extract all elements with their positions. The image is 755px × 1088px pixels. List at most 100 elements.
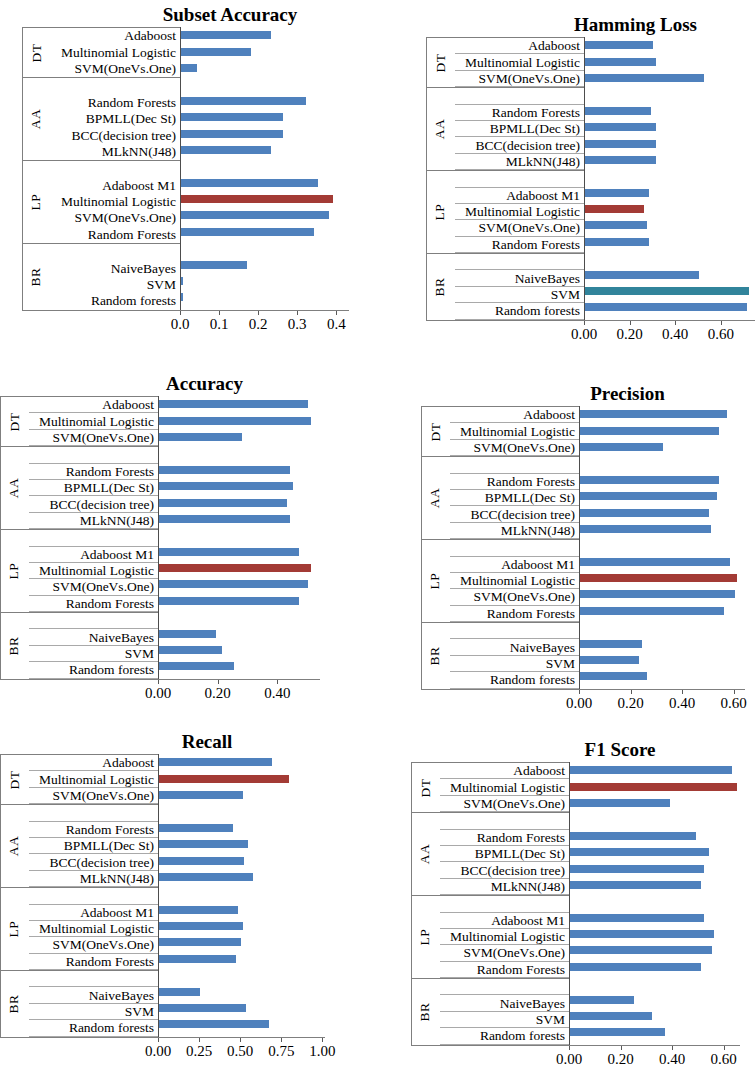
x-axis-tick bbox=[682, 690, 683, 694]
category-label: Adaboost bbox=[102, 397, 154, 413]
bar-adaboost bbox=[159, 400, 308, 408]
bar-row bbox=[580, 619, 745, 635]
label-group-br: BRNaiveBayesSVMRandom forests bbox=[427, 253, 584, 320]
category-label-row: Adaboost bbox=[1, 755, 158, 771]
bar-row bbox=[570, 910, 740, 926]
category-label-row: SVM bbox=[1, 1004, 158, 1020]
category-label-row: SVM(OneVs.One) bbox=[422, 440, 579, 456]
bar-adaboost bbox=[580, 410, 727, 418]
bar-row bbox=[580, 652, 745, 668]
category-label-row: Random forests bbox=[1, 1020, 158, 1036]
spacer-row bbox=[23, 78, 180, 94]
bar-multinomial-logistic bbox=[159, 564, 311, 572]
category-label-row: Random forests bbox=[1, 662, 158, 678]
x-axis-tick bbox=[258, 311, 259, 315]
category-label-row: Adaboost M1 bbox=[427, 188, 584, 204]
x-tick-label: 0.25 bbox=[186, 1043, 212, 1060]
bar-row bbox=[181, 27, 349, 43]
row-separator-line bbox=[29, 678, 158, 679]
bar-row bbox=[159, 754, 325, 770]
bar-adaboost bbox=[585, 41, 653, 49]
category-label-row: MLkNN(J48) bbox=[23, 144, 180, 160]
category-label-row: Random Forests bbox=[427, 237, 584, 253]
x-tick-label: 0.20 bbox=[616, 326, 642, 343]
bar-naivebayes bbox=[159, 988, 200, 996]
category-label-row: Random Forests bbox=[1, 596, 158, 612]
bar-row bbox=[585, 37, 755, 53]
bar-row bbox=[159, 918, 325, 934]
category-label: Multinomial Logistic bbox=[460, 573, 575, 589]
chart-x-axis: 0.000.250.500.751.00 bbox=[0, 1038, 378, 1066]
category-label: NaiveBayes bbox=[510, 640, 575, 656]
bar-bpmll-dec-st bbox=[181, 113, 283, 121]
category-label: BCC(decision tree) bbox=[49, 497, 154, 513]
bar-svm-onevs-one bbox=[181, 64, 197, 72]
bar-adaboost-m1 bbox=[181, 179, 318, 187]
category-label: Adaboost bbox=[102, 755, 154, 771]
bar-bcc-decision-tree bbox=[181, 130, 283, 138]
chart-accuracy: Accuracy DTAdaboostMultinomial LogisticS… bbox=[0, 345, 378, 707]
bar-row bbox=[570, 860, 740, 876]
category-label: BPMLL(Dec St) bbox=[490, 121, 580, 137]
category-label-row: BCC(decision tree) bbox=[1, 854, 158, 870]
bar-multinomial-logistic bbox=[580, 574, 737, 582]
x-axis-tick bbox=[240, 1038, 241, 1042]
bar-bpmll-dec-st bbox=[159, 482, 293, 490]
bar-adaboost-m1 bbox=[585, 189, 649, 197]
chart-body: DTAdaboostMultinomial LogisticSVM(OneVs.… bbox=[22, 27, 349, 311]
spacer-row bbox=[422, 623, 579, 639]
bar-row bbox=[570, 926, 740, 942]
x-axis-tick bbox=[180, 311, 181, 315]
category-label: SVM bbox=[551, 287, 580, 303]
bar-row bbox=[585, 86, 755, 102]
x-tick-label: 0.20 bbox=[205, 685, 231, 702]
bar-row bbox=[181, 93, 349, 109]
bar-row bbox=[570, 778, 740, 794]
category-label: SVM(OneVs.One) bbox=[478, 71, 580, 87]
bar-multinomial-logistic bbox=[159, 775, 289, 783]
x-tick-label: 0.75 bbox=[268, 1043, 294, 1060]
bar-row bbox=[159, 625, 320, 641]
category-label: MLkNN(J48) bbox=[80, 871, 154, 887]
x-axis-tick bbox=[277, 680, 278, 684]
category-label: BPMLL(Dec St) bbox=[64, 838, 154, 854]
category-label: Random Forests bbox=[66, 596, 154, 612]
bar-row bbox=[580, 488, 745, 504]
bar-row bbox=[585, 152, 755, 168]
x-tick-label: 0.00 bbox=[145, 1043, 171, 1060]
category-label: SVM bbox=[546, 656, 575, 672]
category-label-row: Random Forests bbox=[412, 830, 569, 846]
category-label: SVM bbox=[536, 1012, 565, 1028]
label-group-aa: AARandom ForestsBPMLL(Dec St)BCC(decisio… bbox=[23, 77, 180, 160]
plot-area bbox=[569, 762, 740, 1045]
bar-row bbox=[570, 795, 740, 811]
chart-x-axis: 0.000.200.40 bbox=[0, 680, 378, 708]
spacer-row bbox=[1, 530, 158, 546]
bar-row bbox=[159, 885, 325, 901]
x-tick-label: 0.50 bbox=[227, 1043, 253, 1060]
category-label: Multinomial Logistic bbox=[450, 780, 565, 796]
bar-row bbox=[159, 494, 320, 510]
category-label-row: SVM bbox=[422, 656, 579, 672]
x-tick-label: 0.00 bbox=[571, 326, 597, 343]
category-label-row: MLkNN(J48) bbox=[1, 871, 158, 887]
bar-row bbox=[181, 76, 349, 92]
bar-svm bbox=[580, 656, 639, 664]
label-group-dt: DTAdaboostMultinomial LogisticSVM(OneVs.… bbox=[422, 407, 579, 456]
x-tick-label: 0.40 bbox=[659, 1051, 685, 1068]
label-group-lp: LPAdaboost M1Multinomial LogisticSVM(One… bbox=[23, 160, 180, 243]
chart-body: DTAdaboostMultinomial LogisticSVM(OneVs.… bbox=[426, 37, 755, 321]
bar-row bbox=[159, 445, 320, 461]
bar-svm-onevs-one bbox=[580, 443, 663, 451]
category-label-row: MLkNN(J48) bbox=[422, 523, 579, 539]
plot-area bbox=[158, 396, 320, 679]
category-label: Multinomial Logistic bbox=[39, 921, 154, 937]
chart-f1-score: F1 Score DTAdaboostMultinomial LogisticS… bbox=[378, 707, 755, 1088]
x-tick-label: 0.0 bbox=[171, 316, 190, 333]
bar-random-forests bbox=[585, 107, 651, 115]
x-tick-label: 0.1 bbox=[210, 316, 229, 333]
bar-row bbox=[580, 422, 745, 438]
bar-svm-onevs-one bbox=[585, 221, 647, 229]
category-label: Multinomial Logistic bbox=[39, 414, 154, 430]
category-label-row: SVM(OneVs.One) bbox=[23, 210, 180, 226]
